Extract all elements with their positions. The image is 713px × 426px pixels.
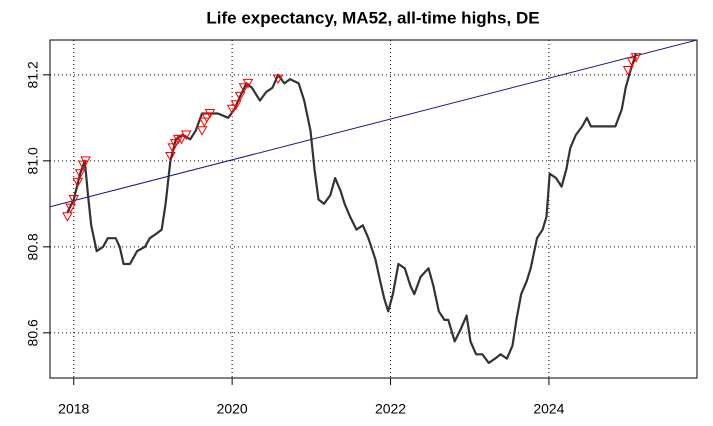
- high-marker: [199, 117, 210, 128]
- high-marker: [238, 83, 250, 93]
- high-marker: [62, 212, 73, 222]
- high-marker: [180, 130, 192, 141]
- y-tick-label: 81.0: [25, 147, 41, 174]
- high-marker: [226, 104, 238, 115]
- plot-box: [49, 39, 698, 379]
- high-marker: [622, 66, 634, 76]
- high-marker: [234, 91, 246, 102]
- high-marker: [65, 203, 76, 214]
- high-marker: [176, 134, 187, 145]
- y-tick-label: 81.2: [25, 61, 41, 88]
- high-marker: [196, 126, 208, 136]
- high-marker: [230, 100, 242, 110]
- y-tick-label: 80.8: [25, 233, 41, 260]
- y-tick-label: 80.6: [25, 319, 41, 346]
- x-tick-label: 2018: [58, 401, 89, 417]
- x-tick-label: 2024: [533, 401, 564, 417]
- trend-line: [50, 40, 697, 208]
- high-marker: [72, 177, 84, 188]
- high-marker: [272, 74, 284, 85]
- high-marker: [74, 169, 86, 179]
- line: [66, 52, 638, 364]
- high-marker: [626, 57, 638, 67]
- high-marker: [204, 109, 216, 119]
- high-marker: [169, 139, 181, 149]
- x-tick-label: 2022: [375, 401, 406, 417]
- x-tick-label: 2020: [217, 401, 248, 417]
- high-marker: [242, 78, 254, 89]
- high-marker: [68, 195, 80, 205]
- high-marker: [630, 53, 642, 63]
- high-marker: [201, 113, 213, 123]
- high-marker: [80, 156, 91, 166]
- high-marker: [165, 152, 176, 162]
- chart-title: Life expectancy, MA52, all-time highs, D…: [206, 8, 539, 27]
